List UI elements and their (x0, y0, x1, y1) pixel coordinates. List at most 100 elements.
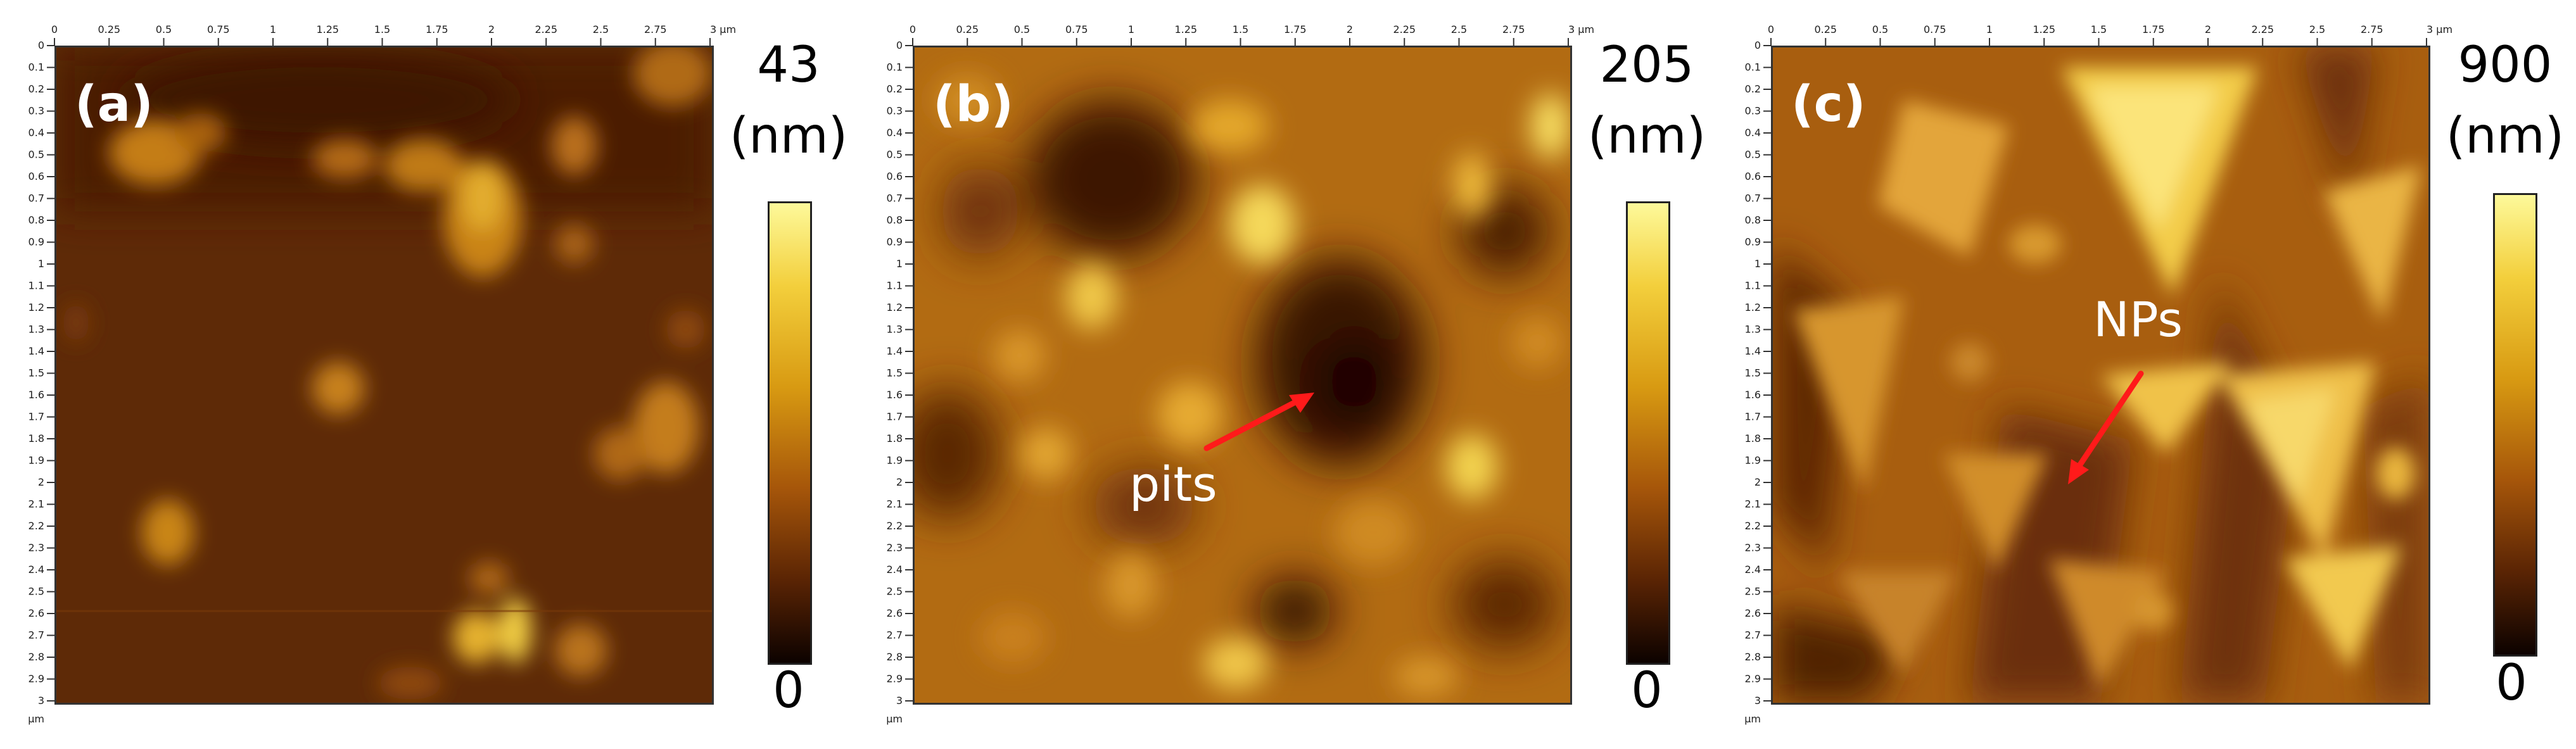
x-tick-label: 1.25 (316, 23, 339, 35)
y-tick-label: 0 (1754, 39, 1761, 51)
x-tick-label: 1.75 (2142, 23, 2165, 35)
y-tick-label: 3 (38, 695, 44, 707)
x-tick-label: 0.75 (207, 23, 230, 35)
x-tick-label: 3 μm (710, 23, 736, 35)
y-tick-label: 1.5 (887, 367, 903, 379)
x-axis-c: 0 0.25 0.5 0.75 1 1.25 1.5 1.75 2 2.25 2.5 2.75 3 μm (1768, 23, 2452, 46)
x-tick-label: 1 (270, 23, 276, 35)
y-tick-label: 2.8 (29, 651, 44, 663)
y-tick-label: 1.4 (887, 345, 903, 357)
y-tick-label: 2.3 (1745, 542, 1761, 554)
y-tick-label: 2.5 (1745, 586, 1761, 598)
x-tick-label: 0.25 (956, 23, 979, 35)
y-axis-unit: μm (886, 713, 903, 725)
colorbar-b (1626, 201, 1670, 665)
y-tick-label: 0.6 (1745, 170, 1761, 182)
y-tick-label: 2.1 (29, 498, 44, 510)
y-tick-label: 2.7 (1745, 629, 1761, 641)
y-tick-label: 2.8 (1745, 651, 1761, 663)
x-tick-label: 1.5 (2091, 23, 2107, 35)
y-tick-label: 0.3 (1745, 105, 1761, 117)
y-tick-label: 2 (896, 476, 903, 488)
panel-b: 0 0.25 0.5 0.75 1 1.25 1.5 1.75 2 2.25 2.5 2.75 3 μm… (858, 0, 1720, 749)
x-tick-label: 0.5 (156, 23, 172, 35)
y-tick-label: 1.8 (1745, 432, 1761, 444)
x-tick-label: 1 (1128, 23, 1134, 35)
y-tick-label: 2.4 (887, 563, 903, 576)
y-tick-label: 0.1 (29, 61, 44, 73)
y-tick-label: 2.5 (29, 586, 44, 598)
y-tick-label: 1.9 (29, 455, 44, 467)
y-tick-label: 0.8 (1745, 214, 1761, 226)
x-tick-label: 2.25 (2251, 23, 2274, 35)
y-tick-label: 0.2 (29, 83, 44, 95)
y-tick-label: 0.7 (887, 192, 903, 205)
y-tick-label: 0.5 (1745, 149, 1761, 161)
y-tick-label: 1.7 (887, 411, 903, 423)
y-tick-label: 2.1 (887, 498, 903, 510)
x-tick-label: 2.25 (1393, 23, 1416, 35)
y-tick-label: 1.2 (1745, 301, 1761, 313)
y-tick-label: 1.9 (887, 455, 903, 467)
x-axis-b: 0 0.25 0.5 0.75 1 1.25 1.5 1.75 2 2.25 2.5 2.75 3 μm (910, 23, 1594, 46)
y-tick-label: 1.9 (1745, 455, 1761, 467)
colorbar-c (2493, 193, 2537, 657)
y-tick-label: 1.5 (29, 367, 44, 379)
x-tick-label: 2 (1347, 23, 1353, 35)
y-tick-label: 2 (38, 476, 44, 488)
x-tick-label: 3 μm (1568, 23, 1594, 35)
y-tick-label: 0.4 (1745, 127, 1761, 139)
y-tick-label: 2.5 (887, 586, 903, 598)
y-tick-label: 1.1 (887, 280, 903, 292)
y-tick-label: 1.7 (29, 411, 44, 423)
y-tick-label: 1.6 (887, 389, 903, 401)
y-tick-label: 0.8 (29, 214, 44, 226)
x-tick-label: 2.25 (535, 23, 557, 35)
y-tick-label: 3 (896, 695, 903, 707)
panel-a: 0 0.25 0.5 0.75 1 1.25 1.5 1.75 2 2.25 2.5 2.75 3 μm… (0, 0, 861, 749)
y-tick-label: 2.6 (1745, 607, 1761, 619)
colorbar-max-c: 900 (2458, 37, 2553, 94)
y-tick-label: 2.7 (29, 629, 44, 641)
x-tick-label: 1 (1986, 23, 1993, 35)
panel-label-c: (c) (1791, 76, 1866, 133)
afm-image-c (1771, 46, 2430, 705)
panel-c: 0 0.25 0.5 0.75 1 1.25 1.5 1.75 2 2.25 2.5 2.75 3 μm… (1716, 0, 2576, 749)
y-tick-label: 0.1 (1745, 61, 1761, 73)
y-axis-unit: μm (1744, 713, 1761, 725)
panel-label-a: (a) (75, 76, 153, 133)
x-tick-label: 1.25 (1174, 23, 1197, 35)
y-tick-label: 1.4 (29, 345, 44, 357)
x-tick-label: 1.25 (2033, 23, 2055, 35)
y-tick-label: 1.4 (1745, 345, 1761, 357)
y-tick-label: 1.6 (1745, 389, 1761, 401)
y-tick-label: 1.5 (1745, 367, 1761, 379)
y-tick-label: 1.3 (887, 324, 903, 336)
y-tick-label: 1 (896, 258, 903, 270)
x-tick-label: 2.5 (2309, 23, 2325, 35)
colorbar-min-b: 0 (1631, 662, 1663, 719)
y-tick-label: 1.3 (1745, 324, 1761, 336)
colorbar-max-a: 43 (757, 37, 820, 94)
y-tick-label: 0.9 (1745, 236, 1761, 248)
x-tick-label: 0 (910, 23, 916, 35)
y-tick-label: 2.4 (29, 563, 44, 576)
x-tick-label: 0.25 (98, 23, 120, 35)
y-axis-unit: μm (28, 713, 44, 725)
y-tick-label: 0.4 (887, 127, 903, 139)
y-tick-label: 1.6 (29, 389, 44, 401)
y-tick-label: 0.9 (29, 236, 44, 248)
x-tick-label: 2 (2205, 23, 2211, 35)
y-tick-label: 2.9 (29, 673, 44, 685)
y-tick-label: 1 (38, 258, 44, 270)
y-tick-label: 1.1 (1745, 280, 1761, 292)
x-tick-label: 1.5 (374, 23, 390, 35)
y-tick-label: 0.6 (887, 170, 903, 182)
afm-image-a (54, 46, 714, 705)
y-tick-label: 1.1 (29, 280, 44, 292)
panel-label-b: (b) (933, 76, 1014, 133)
y-axis-a: 0 0.1 0.2 0.3 0.4 0.5 0.6 0.7 0.8 0.9 1 1.1 1.2 1.3 1.… (28, 39, 54, 725)
y-tick-label: 1.8 (887, 432, 903, 444)
y-tick-label: 0.1 (887, 61, 903, 73)
colorbar-min-c: 0 (2496, 655, 2527, 712)
